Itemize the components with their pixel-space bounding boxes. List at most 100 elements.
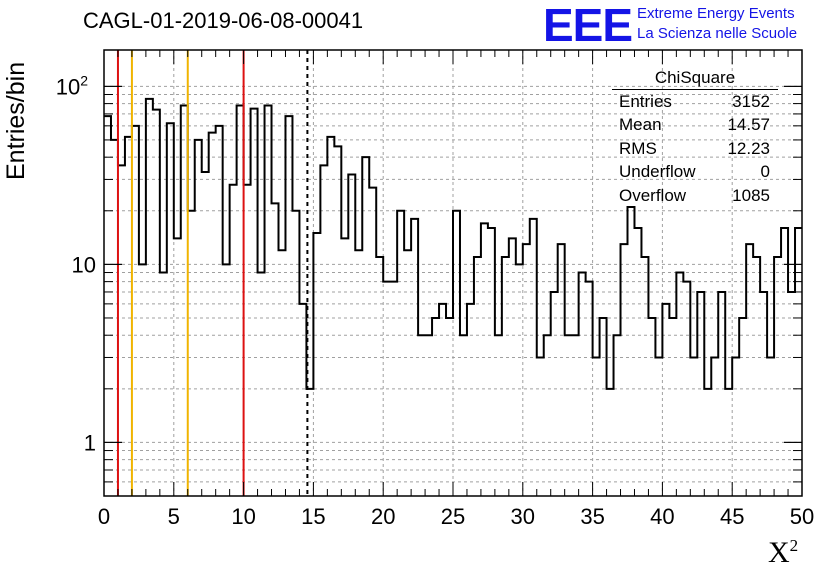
stats-label: Mean <box>619 115 662 135</box>
histogram-bin <box>237 106 244 496</box>
histogram-bin <box>181 106 188 496</box>
histogram-bin <box>188 211 195 496</box>
x-axis-label: X2 <box>768 536 798 570</box>
histogram-bin <box>669 318 676 496</box>
histogram-bin <box>272 203 279 496</box>
histogram-bin <box>453 211 460 496</box>
histogram-bin <box>244 185 251 496</box>
histogram-bin <box>565 335 572 496</box>
histogram-bin <box>488 228 495 496</box>
stats-label: Overflow <box>619 185 687 205</box>
histogram-bin <box>697 292 704 496</box>
histogram-bin <box>341 238 348 496</box>
histogram-bin <box>739 318 746 496</box>
stats-row-mean: Mean 14.57 <box>610 114 778 138</box>
histogram-bin <box>174 238 181 496</box>
histogram-bin <box>788 292 795 496</box>
histogram-bin <box>118 165 125 496</box>
histogram-bin <box>216 126 223 496</box>
histogram-bin <box>509 238 516 496</box>
histogram-bin <box>655 357 662 496</box>
stats-value: 1085 <box>732 185 770 205</box>
histogram-bin <box>320 165 327 496</box>
x-tick-label: 10 <box>231 504 255 529</box>
stats-box: ChiSquare Entries 3152 Mean 14.57 RMS 12.23… <box>610 68 778 208</box>
histogram-bin <box>662 304 669 496</box>
histogram-bin <box>634 228 641 496</box>
stats-row-rms: RMS 12.23 <box>610 137 778 161</box>
x-tick-label: 30 <box>511 504 535 529</box>
x-tick-label: 45 <box>720 504 744 529</box>
histogram-bin <box>537 357 544 496</box>
stats-title: ChiSquare <box>612 68 778 90</box>
histogram-bin <box>432 318 439 496</box>
histogram-bin <box>209 133 216 496</box>
x-tick-label: 40 <box>650 504 674 529</box>
stats-value: 3152 <box>732 91 770 111</box>
x-axis-label-exponent: 2 <box>789 536 799 555</box>
histogram-bin <box>404 250 411 496</box>
logo-tagline-1: Extreme Energy Events <box>637 5 795 22</box>
histogram-bin <box>153 110 160 496</box>
histogram-bin <box>355 250 362 496</box>
eee-logo: EEE <box>543 0 633 51</box>
histogram-bin <box>334 146 341 496</box>
stats-row-overflow: Overflow 1085 <box>610 184 778 208</box>
x-tick-label: 50 <box>790 504 814 529</box>
histogram-bin <box>648 318 655 496</box>
histogram-bin <box>132 126 139 496</box>
histogram-bin <box>369 188 376 496</box>
histogram-bin <box>579 273 586 496</box>
histogram-bin <box>711 357 718 496</box>
histogram-outline <box>104 97 802 390</box>
histogram-bin <box>460 335 467 496</box>
histogram-bin <box>718 292 725 496</box>
histogram-bin <box>732 357 739 496</box>
histogram-bin <box>258 273 265 496</box>
histogram-bin <box>265 106 272 496</box>
histogram-bin <box>425 335 432 496</box>
histogram-bin <box>362 157 369 496</box>
x-axis-label-base: X <box>768 536 790 569</box>
x-tick-label: 25 <box>441 504 465 529</box>
stats-label: Underflow <box>619 162 696 182</box>
histogram-bin <box>516 264 523 496</box>
y-axis-label: Entries/bin <box>2 61 30 180</box>
stats-value: 14.57 <box>727 115 770 135</box>
histogram-bin <box>690 357 697 496</box>
histogram-bin <box>251 109 258 496</box>
histogram-bin <box>614 335 621 496</box>
histogram-bin <box>230 185 237 496</box>
y-tick-label: 1 <box>84 430 96 455</box>
stats-value: 12.23 <box>727 138 770 158</box>
histogram-bin <box>285 116 292 496</box>
histogram-bin <box>146 99 153 496</box>
histogram-bin <box>628 207 635 496</box>
histogram-bin <box>781 228 788 496</box>
histogram-bin <box>495 335 502 496</box>
histogram-bin <box>160 273 167 496</box>
histogram-bin <box>446 318 453 496</box>
histogram-bin <box>139 264 146 496</box>
histogram-bin <box>292 211 299 496</box>
histogram-bin <box>439 304 446 496</box>
y-tick-label: 102 <box>56 72 88 99</box>
stats-row-underflow: Underflow 0 <box>610 161 778 185</box>
histogram-bin <box>593 357 600 496</box>
chart-title: CAGL-01-2019-06-08-00041 <box>83 8 364 33</box>
stats-row-entries: Entries 3152 <box>610 90 778 114</box>
x-tick-label: 15 <box>301 504 325 529</box>
logo-tagline-2: La Scienza nelle Scuole <box>637 25 798 42</box>
histogram-bin <box>104 116 111 496</box>
x-tick-label: 35 <box>580 504 604 529</box>
histogram-bin <box>418 335 425 496</box>
histogram-bin <box>676 273 683 496</box>
y-tick-label: 10 <box>72 252 96 277</box>
histogram-bin <box>299 304 306 496</box>
histogram-bin <box>279 250 286 496</box>
x-tick-label: 20 <box>371 504 395 529</box>
x-tick-label: 5 <box>168 504 180 529</box>
histogram-bin <box>795 228 802 496</box>
histogram-bin <box>767 357 774 496</box>
